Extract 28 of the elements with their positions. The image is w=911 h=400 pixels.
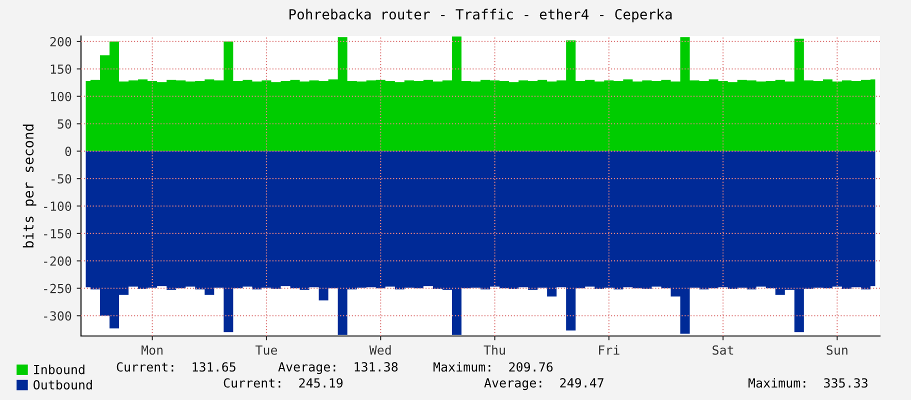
y-tick-label: -100	[44, 202, 72, 211]
y-axis-title: bits per second	[22, 124, 36, 248]
chart-title: Pohrebacka router - Traffic - ether4 - Ceperka	[290, 8, 672, 22]
x-tick-label: Fri	[599, 345, 620, 355]
y-tick-label: 50	[58, 119, 72, 129]
y-tick-label: -300	[44, 311, 72, 321]
x-tick-label: Mon	[142, 345, 163, 355]
text: Maximum: 209.76	[434, 362, 553, 372]
y-tick-label: 0	[65, 146, 72, 156]
y-tick-label: -150	[44, 228, 72, 238]
y-tick-label: 150	[50, 64, 72, 74]
legend-label: Inbound	[34, 364, 84, 374]
x-tick-label: Wed	[369, 345, 391, 355]
x-tick-label: Tue	[255, 345, 278, 355]
text: Average: 131.38	[278, 362, 398, 374]
y-tick-label: -200	[44, 256, 72, 266]
text: Current: 131.65	[116, 362, 236, 372]
legend-label: Outbound	[34, 380, 92, 390]
text: Current: 245.19	[224, 378, 343, 388]
text: Maximum: 335.33	[748, 378, 868, 388]
x-tick-label: Sun	[826, 345, 848, 355]
x-tick-label: Thu	[484, 345, 505, 355]
text: Average: 249.47	[484, 378, 604, 390]
x-tick-label: Sat	[712, 345, 734, 355]
y-tick-label: -50	[52, 174, 72, 184]
y-tick-label: -250	[44, 284, 72, 294]
y-tick-label: 200	[50, 36, 72, 46]
y-tick-label: 100	[50, 92, 72, 102]
